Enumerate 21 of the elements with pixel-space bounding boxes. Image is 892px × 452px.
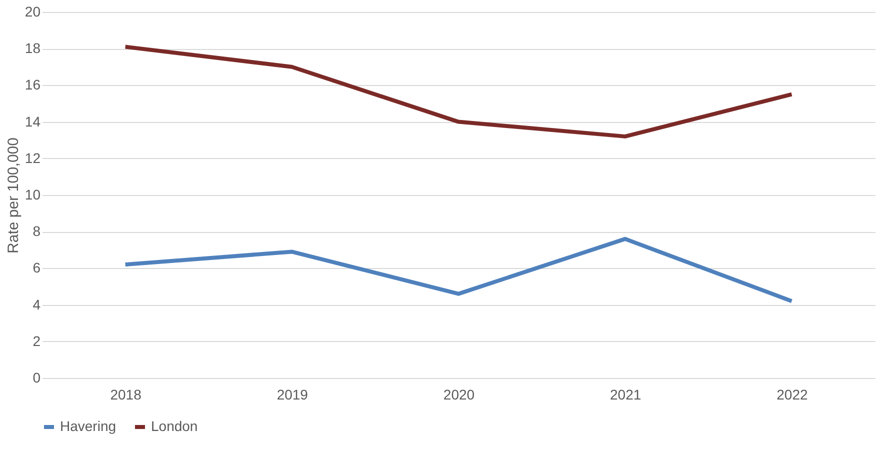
x-tick-label: 2021	[610, 386, 642, 402]
line-series	[123, 236, 794, 304]
y-tick-label: 10	[24, 186, 41, 202]
y-tick-label: 14	[24, 113, 41, 130]
y-tick-label: 0	[32, 370, 41, 386]
y-tick-label: 8	[32, 223, 41, 240]
y-tick-label: 4	[32, 296, 41, 312]
line-series	[123, 44, 794, 138]
y-tick-label: 16	[24, 76, 41, 93]
y-tick-label: 12	[24, 150, 41, 166]
legend-label: London	[151, 418, 198, 434]
y-tick-label: 2	[32, 332, 41, 349]
y-tick-label: 20	[24, 4, 41, 20]
x-tick-label: 2019	[276, 386, 308, 402]
y-tick-label: 6	[32, 260, 41, 276]
y-tick-label: 18	[24, 40, 41, 56]
y-axis-title: Rate per 100,000	[4, 138, 22, 254]
x-tick-label: 2022	[776, 386, 808, 402]
legend-label: Havering	[60, 418, 116, 434]
x-tick-label: 2018	[110, 386, 142, 402]
x-tick-label: 2020	[443, 386, 475, 402]
